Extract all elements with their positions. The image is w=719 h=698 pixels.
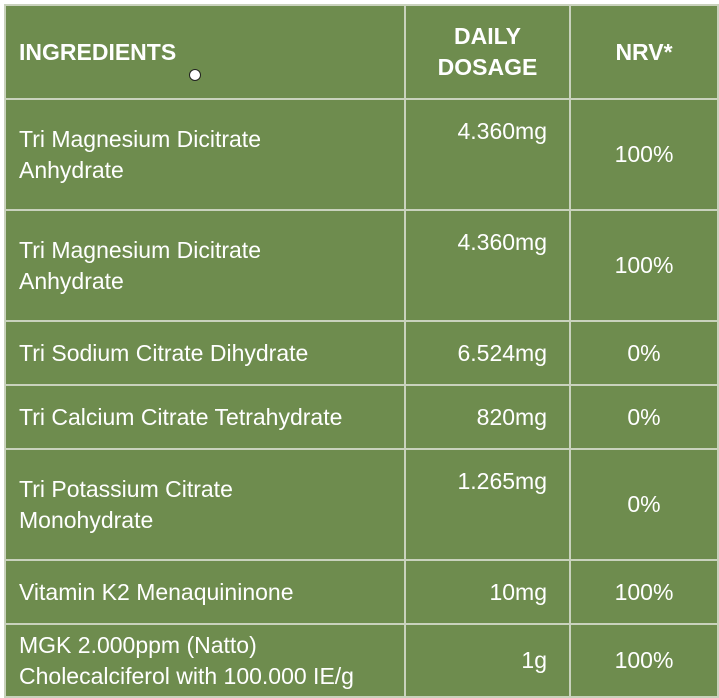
ingredients-table: INGREDIENTS DAILY DOSAGE NRV* Tri Magnes… [4, 4, 719, 698]
dosage-cell: 4.360mg [404, 98, 571, 211]
table-row: Vitamin K2 Menaquininone 10mg 100% [4, 559, 719, 625]
nrv-cell: 0% [569, 320, 719, 386]
nrv-cell: 100% [569, 559, 719, 625]
dosage-cell: 6.524mg [404, 320, 571, 386]
dosage-cell: 820mg [404, 384, 571, 450]
ingredient-cell: Tri Potassium Citrate Monohydrate [4, 448, 406, 561]
ingredient-cell: Vitamin K2 Menaquininone [4, 559, 406, 625]
header-cell: NRV* [569, 4, 719, 100]
ingredient-cell: MGK 2.000ppm (Natto) Cholecalciferol wit… [4, 623, 406, 698]
dosage-cell: 4.360mg [404, 209, 571, 322]
table-row: Tri Calcium Citrate Tetrahydrate 820mg 0% [4, 384, 719, 450]
header-cell: DAILY DOSAGE [404, 4, 571, 100]
table-row: Tri Magnesium Dicitrate Anhydrate 4.360mg… [4, 209, 719, 322]
nrv-cell: 100% [569, 623, 719, 698]
dosage-cell: 1.265mg [404, 448, 571, 561]
ingredient-cell: Tri Magnesium Dicitrate Anhydrate [4, 98, 406, 211]
nrv-cell: 100% [569, 209, 719, 322]
ingredient-cell: Tri Calcium Citrate Tetrahydrate [4, 384, 406, 450]
cursor-marker [189, 69, 201, 81]
page: INGREDIENTS DAILY DOSAGE NRV* Tri Magnes… [4, 4, 719, 698]
ingredient-cell: Tri Magnesium Dicitrate Anhydrate [4, 209, 406, 322]
header-row: INGREDIENTS DAILY DOSAGE NRV* [4, 4, 719, 100]
nrv-cell: 0% [569, 448, 719, 561]
table-row: Tri Sodium Citrate Dihydrate 6.524mg 0% [4, 320, 719, 386]
dosage-cell: 1g [404, 623, 571, 698]
table-row: Tri Magnesium Dicitrate Anhydrate 4.360mg… [4, 98, 719, 211]
table-row: MGK 2.000ppm (Natto) Cholecalciferol wit… [4, 623, 719, 698]
nrv-cell: 0% [569, 384, 719, 450]
header-cell: INGREDIENTS [4, 4, 406, 100]
table-row: Tri Potassium Citrate Monohydrate 1.265mg… [4, 448, 719, 561]
dosage-cell: 10mg [404, 559, 571, 625]
nrv-cell: 100% [569, 98, 719, 211]
table-body: Tri Magnesium Dicitrate Anhydrate 4.360mg… [4, 98, 719, 698]
ingredient-cell: Tri Sodium Citrate Dihydrate [4, 320, 406, 386]
